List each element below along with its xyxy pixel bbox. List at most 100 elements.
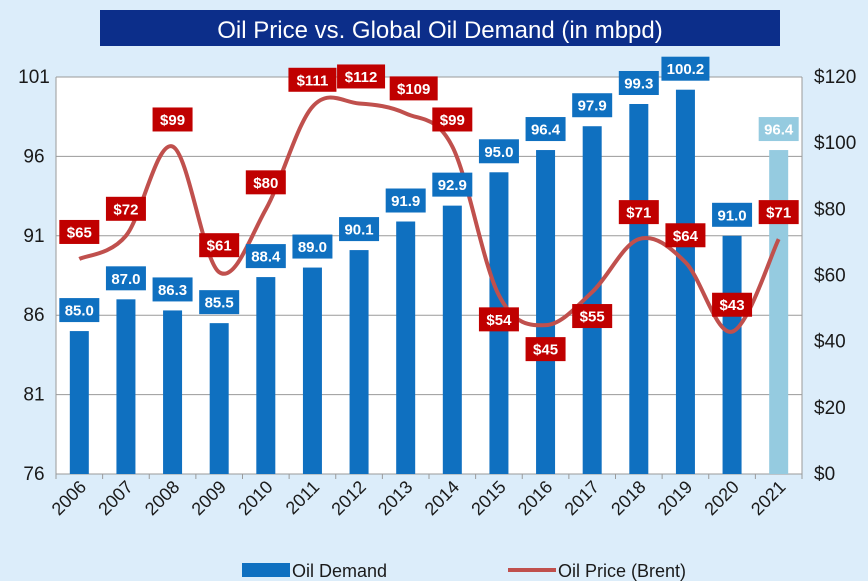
demand-bar	[209, 323, 229, 474]
demand-label-box	[661, 56, 710, 81]
y-right-tick-label: $100	[814, 133, 856, 154]
demand-data-label: 89.0	[298, 239, 327, 256]
demand-bar	[256, 277, 276, 474]
demand-label-box	[618, 70, 659, 95]
legend-oil-demand-label: Oil Demand	[292, 561, 387, 581]
demand-bar	[349, 250, 369, 474]
demand-data-label: 88.4	[251, 249, 281, 266]
x-tick-label: 2009	[188, 477, 230, 519]
x-tick-label: 2010	[234, 477, 276, 519]
demand-label-box	[478, 139, 519, 164]
legend-oil-demand-swatch	[242, 563, 290, 577]
price-label-box	[572, 304, 613, 329]
price-data-label: $71	[766, 205, 791, 222]
price-label-box	[618, 200, 659, 225]
demand-data-label: 87.0	[111, 271, 140, 288]
demand-label-box	[199, 290, 240, 315]
legend-oil-price-label: Oil Price (Brent)	[558, 561, 686, 581]
price-data-label: $99	[160, 112, 185, 129]
chart-title-background	[100, 10, 780, 46]
demand-label-box	[385, 188, 426, 213]
demand-label-box	[339, 217, 380, 242]
price-data-label: $61	[207, 238, 232, 255]
price-data-label: $43	[720, 297, 745, 314]
demand-label-box	[525, 117, 566, 142]
demand-label-box	[432, 172, 473, 197]
price-data-label: $71	[626, 205, 651, 222]
y-left-tick-label: 76	[23, 464, 44, 485]
bar-labels: 85.0 87.0 86.3 85.5 88.4 89.0 90.1 91.9 92.9 95.0…	[59, 56, 799, 323]
x-axis: 2006 2007 2008 2009 2010 2011 2012 2013 2014 2015…	[48, 474, 803, 519]
demand-bar	[69, 331, 89, 474]
y-left-tick-label: 81	[23, 385, 44, 406]
price-label-box	[432, 107, 473, 132]
demand-data-label: 91.9	[391, 193, 420, 210]
demand-data-label: 100.2	[667, 61, 705, 78]
demand-data-label: 91.0	[717, 207, 746, 224]
price-data-label: $72	[113, 201, 138, 218]
y-right-tick-label: $120	[814, 67, 856, 88]
right-axis: $0 $20 $40 $60 $80 $100 $120	[814, 67, 856, 485]
price-label-box	[758, 200, 799, 225]
price-data-label: $65	[67, 224, 92, 241]
price-data-label: $54	[486, 312, 512, 329]
x-tick-label: 2012	[327, 477, 369, 519]
demand-bar	[302, 267, 322, 474]
x-tick-label: 2018	[607, 477, 649, 519]
demand-label-box	[152, 277, 193, 302]
price-label-box	[288, 67, 337, 92]
price-label-box	[389, 76, 438, 101]
demand-bar	[675, 89, 695, 474]
demand-bar	[116, 299, 136, 474]
x-tick-label: 2008	[141, 477, 183, 519]
demand-bar	[722, 235, 742, 474]
demand-label-box	[292, 234, 333, 259]
demand-data-label: 85.0	[65, 303, 94, 320]
demand-data-label: 85.5	[205, 295, 234, 312]
demand-label-box	[59, 298, 100, 323]
y-right-tick-label: $80	[814, 199, 846, 220]
price-data-label: $109	[397, 81, 430, 98]
y-left-tick-label: 91	[23, 226, 44, 247]
x-tick-label: 2014	[421, 477, 463, 519]
legend: Oil Demand Oil Price (Brent)	[242, 561, 686, 581]
demand-data-label: 90.1	[344, 222, 373, 239]
left-axis: 76 81 86 91 96 101	[18, 67, 50, 485]
demand-data-label: 96.4	[531, 122, 561, 139]
demand-data-label: 96.4	[764, 122, 794, 139]
price-data-label: $64	[673, 228, 699, 245]
demand-label-box	[712, 202, 753, 227]
x-tick-label: 2015	[467, 477, 509, 519]
x-tick-label: 2013	[374, 477, 416, 519]
price-label-box	[712, 292, 753, 317]
y-right-tick-label: $60	[814, 266, 846, 287]
demand-data-label: 97.9	[578, 98, 607, 115]
demand-bar	[442, 205, 462, 475]
demand-data-label: 86.3	[158, 282, 187, 299]
price-labels: $65 $72 $99 $61 $80 $111 $112 $109 $99 $54 $45 $55 $…	[59, 64, 799, 362]
demand-data-label: 99.3	[624, 75, 653, 92]
y-right-tick-label: $40	[814, 332, 846, 353]
price-label-box	[478, 307, 519, 332]
price-label-box	[105, 196, 146, 221]
y-right-tick-label: $0	[814, 464, 835, 485]
demand-data-label: 92.9	[438, 177, 467, 194]
x-tick-label: 2020	[700, 477, 742, 519]
price-data-label: $99	[440, 112, 465, 129]
price-label-box	[245, 170, 286, 195]
price-data-label: $55	[580, 309, 605, 326]
x-tick-label: 2017	[561, 477, 603, 519]
price-label-box	[199, 233, 240, 258]
demand-bar	[163, 310, 183, 474]
price-data-label: $45	[533, 342, 558, 359]
y-left-tick-label: 96	[23, 146, 44, 167]
y-left-tick-label: 101	[18, 67, 50, 88]
price-label-box	[525, 337, 566, 362]
demand-label-box	[572, 93, 613, 118]
x-tick-label: 2007	[94, 477, 136, 519]
chart-title: Oil Price vs. Global Oil Demand (in mbpd…	[217, 17, 662, 44]
y-right-tick-label: $20	[814, 398, 846, 419]
y-left-tick-label: 86	[23, 305, 44, 326]
demand-bar	[582, 126, 602, 474]
